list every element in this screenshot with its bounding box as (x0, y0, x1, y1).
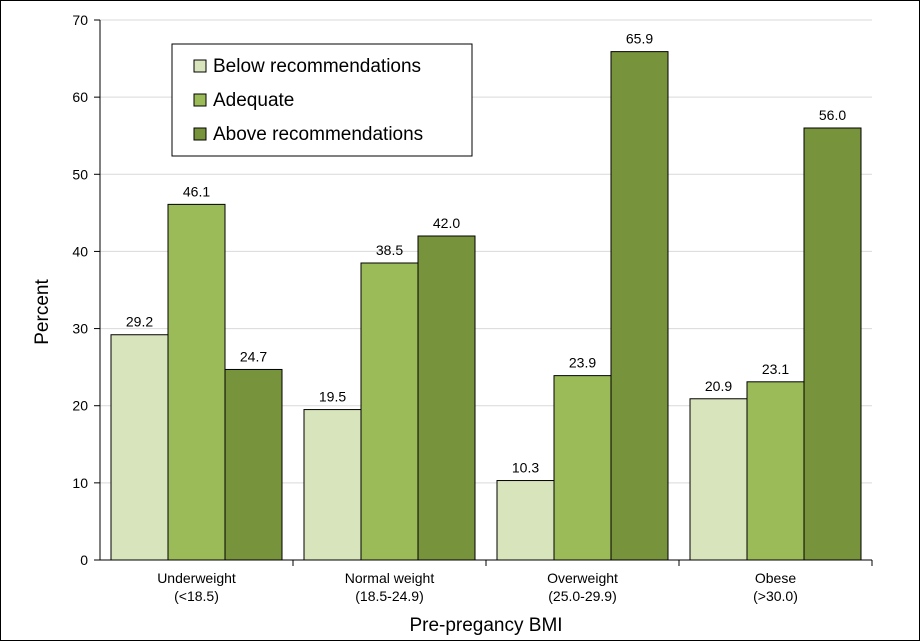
y-tick-label: 70 (72, 12, 88, 28)
y-tick-label: 0 (80, 552, 88, 568)
data-label: 10.3 (512, 460, 539, 476)
x-tick-label: Underweight (157, 570, 236, 586)
data-label: 20.9 (705, 378, 732, 394)
y-axis-title: Percent (32, 279, 53, 345)
bars (110, 51, 862, 561)
x-tick-label: (25.0-29.9) (548, 588, 616, 604)
data-label: 56.0 (819, 107, 846, 123)
bar (360, 262, 419, 561)
y-tick-label: 30 (72, 321, 88, 337)
x-tick-label: (>30.0) (753, 588, 798, 604)
data-labels: 29.2 46.1 24.7 19.5 38.5 42.0 10.3 23.9 65.9 20.9… (126, 31, 846, 476)
data-label: 46.1 (183, 183, 210, 199)
y-tick-label: 20 (72, 398, 88, 414)
bar (610, 51, 669, 561)
data-label: 24.7 (240, 348, 267, 364)
x-tick-label: (<18.5) (174, 588, 219, 604)
bar (496, 480, 555, 561)
bar (417, 235, 476, 561)
axes: 0 10 20 30 40 50 60 70 Underweight (<18.5) Normal … (72, 12, 873, 604)
data-label: 23.9 (569, 355, 596, 371)
bar (553, 375, 612, 561)
bar (224, 368, 283, 561)
x-tick-label: Normal weight (345, 570, 435, 586)
legend: Below recommendations Adequate Above recom… (171, 43, 473, 157)
x-axis-title: Pre-pregancy BMI (409, 615, 562, 636)
bar (167, 203, 226, 561)
bar (303, 409, 362, 561)
data-label: 42.0 (433, 215, 460, 231)
data-label: 29.2 (126, 314, 153, 330)
data-label: 38.5 (376, 242, 403, 258)
legend-label: Adequate (213, 90, 294, 111)
legend-box (171, 43, 473, 157)
y-tick-label: 10 (72, 475, 88, 491)
data-label: 65.9 (626, 31, 653, 47)
x-tick-label: Obese (755, 570, 796, 586)
data-label: 23.1 (762, 361, 789, 377)
x-tick-label: (18.5-24.9) (355, 588, 423, 604)
legend-swatch (193, 127, 207, 141)
y-tick-label: 50 (72, 166, 88, 182)
bar (110, 334, 169, 561)
legend-label: Above recommendations (213, 124, 423, 145)
legend-label: Below recommendations (213, 56, 421, 77)
y-tick-label: 60 (72, 89, 88, 105)
bar (803, 127, 862, 561)
legend-swatch (193, 93, 207, 107)
legend-swatch (193, 59, 207, 73)
bar (746, 381, 805, 561)
y-tick-label: 40 (72, 243, 88, 259)
bar (689, 398, 748, 561)
x-tick-label: Overweight (547, 570, 618, 586)
data-label: 19.5 (319, 389, 346, 405)
